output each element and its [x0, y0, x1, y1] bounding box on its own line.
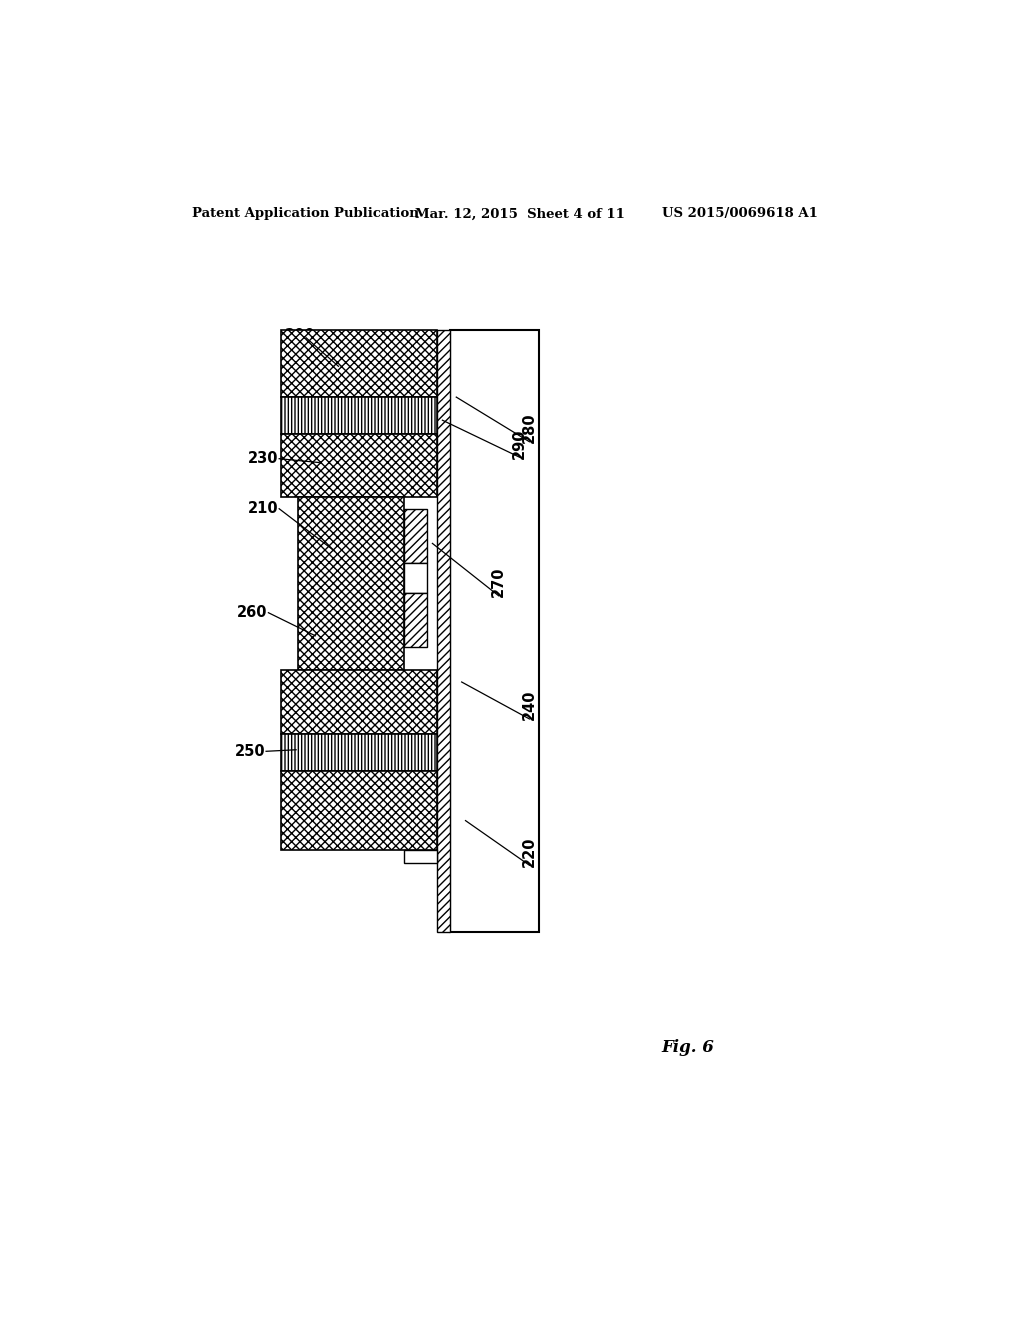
Text: Fig. 6: Fig. 6	[662, 1039, 715, 1056]
Bar	[282, 330, 437, 397]
Bar	[282, 397, 437, 434]
Bar	[451, 330, 539, 932]
Text: 250: 250	[234, 743, 265, 759]
Text: 220: 220	[522, 837, 537, 867]
Bar	[437, 330, 451, 932]
Text: Patent Application Publication: Patent Application Publication	[193, 207, 419, 220]
Text: 230: 230	[248, 451, 279, 466]
Bar	[282, 734, 437, 771]
Bar	[403, 562, 427, 594]
Text: 260: 260	[238, 605, 267, 620]
Bar	[282, 434, 437, 498]
Text: 200: 200	[285, 327, 315, 343]
Bar	[403, 508, 427, 562]
Text: 280: 280	[522, 413, 537, 444]
Bar	[282, 671, 437, 734]
Text: Mar. 12, 2015  Sheet 4 of 11: Mar. 12, 2015 Sheet 4 of 11	[416, 207, 626, 220]
Text: 240: 240	[522, 690, 537, 721]
Text: 210: 210	[248, 502, 279, 516]
Bar	[403, 594, 427, 647]
Bar	[298, 498, 403, 671]
Bar	[403, 850, 437, 863]
Bar	[282, 771, 437, 850]
Text: 290: 290	[512, 428, 527, 459]
Text: US 2015/0069618 A1: US 2015/0069618 A1	[662, 207, 818, 220]
Text: 270: 270	[492, 566, 506, 597]
